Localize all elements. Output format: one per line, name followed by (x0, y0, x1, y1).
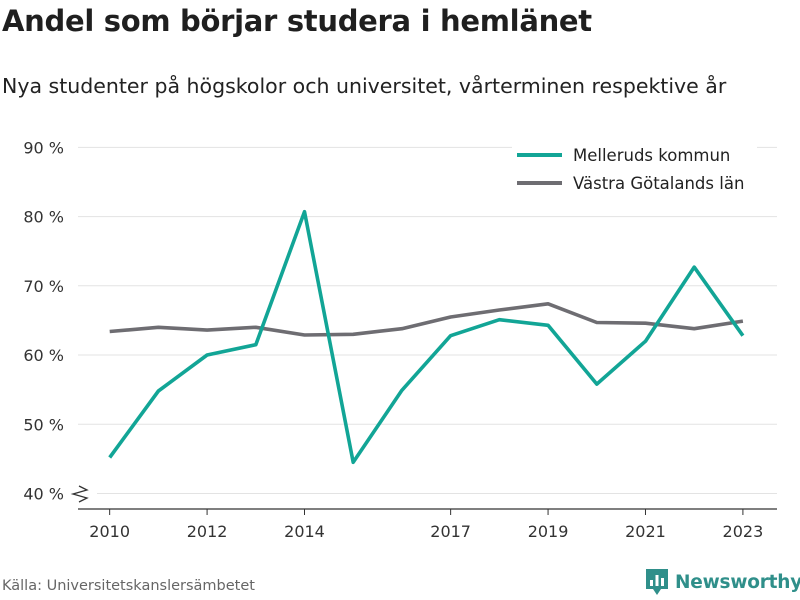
chart-title: Andel som börjar studera i hemlänet (2, 4, 592, 38)
y-tick-label: 50 % (23, 415, 64, 434)
axes: 40 % 50 % 60 % 70 % 80 % 90 % 2010 2012 2014 2017… (23, 138, 777, 541)
x-tick-label: 2012 (187, 522, 228, 541)
y-tick-label: 70 % (23, 277, 64, 296)
x-tick-label: 2023 (723, 522, 764, 541)
axis-break-icon (70, 485, 89, 503)
legend-background (512, 136, 757, 198)
y-tick-label: 80 % (23, 208, 64, 227)
x-tick-label: 2010 (89, 522, 130, 541)
x-tick-label: 2017 (430, 522, 471, 541)
series-line-1 (109, 301, 744, 337)
gridlines (78, 146, 777, 494)
series-lines (108, 209, 745, 465)
legend-label: Västra Götalands län (573, 174, 744, 193)
brand-name: Newsworthy (675, 571, 800, 593)
bar-chart-logo-icon (646, 569, 668, 595)
x-tick-label: 2014 (284, 522, 325, 541)
chart-subtitle: Nya studenter på högskolor och universit… (2, 74, 727, 98)
series-line-0 (108, 209, 745, 465)
x-tick-label: 2021 (625, 522, 666, 541)
y-tick-label: 90 % (23, 138, 64, 157)
source-note: Källa: Universitetskanslersämbetet (2, 578, 255, 594)
y-tick-label: 40 % (23, 485, 64, 504)
brand: Newsworthy (645, 568, 800, 596)
x-tick-label: 2019 (528, 522, 569, 541)
legend: Melleruds kommun Västra Götalands län (512, 136, 757, 198)
legend-label: Melleruds kommun (573, 146, 730, 165)
y-tick-label: 60 % (23, 346, 64, 365)
